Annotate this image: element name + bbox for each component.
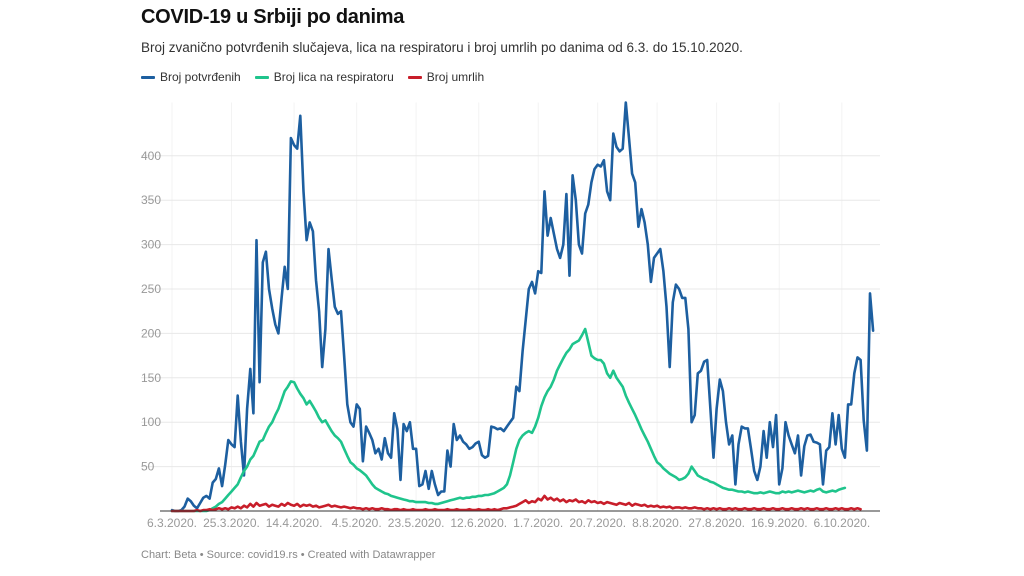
y-tick-label: 250 bbox=[141, 282, 161, 296]
x-tick-label: 8.8.2020. bbox=[632, 516, 682, 530]
x-tick-label: 1.7.2020. bbox=[513, 516, 563, 530]
x-tick-label: 6.10.2020. bbox=[813, 516, 870, 530]
y-tick-label: 350 bbox=[141, 193, 161, 207]
x-tick-label: 16.9.2020. bbox=[751, 516, 808, 530]
y-tick-label: 200 bbox=[141, 326, 161, 340]
y-tick-label: 400 bbox=[141, 149, 161, 163]
y-tick-label: 100 bbox=[141, 415, 161, 429]
legend-swatch bbox=[254, 75, 269, 79]
series-line-broj-potvrđenih bbox=[170, 101, 875, 513]
x-tick-label: 25.3.2020. bbox=[203, 516, 260, 530]
legend-item: Broj umrlih bbox=[407, 70, 485, 84]
series-line-broj-umrlih bbox=[170, 494, 862, 513]
legend-swatch bbox=[407, 75, 422, 79]
x-tick-label: 12.6.2020. bbox=[450, 516, 507, 530]
legend-label: Broj potvrđenih bbox=[160, 70, 241, 84]
x-tick-label: 14.4.2020. bbox=[266, 516, 323, 530]
legend-label: Broj umrlih bbox=[426, 70, 485, 84]
legend-item: Broj potvrđenih bbox=[141, 70, 241, 84]
series-line-broj-lica-na-respiratoru bbox=[170, 327, 847, 513]
y-tick-label: 150 bbox=[141, 371, 161, 385]
legend-swatch bbox=[141, 75, 155, 79]
x-tick-label: 20.7.2020. bbox=[569, 516, 626, 530]
legend-item: Broj lica na respiratoru bbox=[254, 70, 394, 84]
y-tick-label: 300 bbox=[141, 238, 161, 252]
x-tick-label: 4.5.2020. bbox=[332, 516, 382, 530]
chart-subtitle: Broj zvanično potvrđenih slučajeva, lica… bbox=[141, 40, 743, 55]
legend-label: Broj lica na respiratoru bbox=[273, 70, 394, 84]
x-tick-label: 23.5.2020. bbox=[388, 516, 445, 530]
x-tick-label: 27.8.2020. bbox=[688, 516, 745, 530]
legend: Broj potvrđenih Broj lica na respiratoru B… bbox=[141, 70, 484, 84]
chart-title: COVID-19 u Srbiji po danima bbox=[141, 6, 405, 28]
chart-footer: Chart: Beta • Source: covid19.rs • Creat… bbox=[141, 549, 436, 561]
x-tick-label: 6.3.2020. bbox=[147, 516, 197, 530]
y-tick-label: 50 bbox=[141, 460, 155, 474]
